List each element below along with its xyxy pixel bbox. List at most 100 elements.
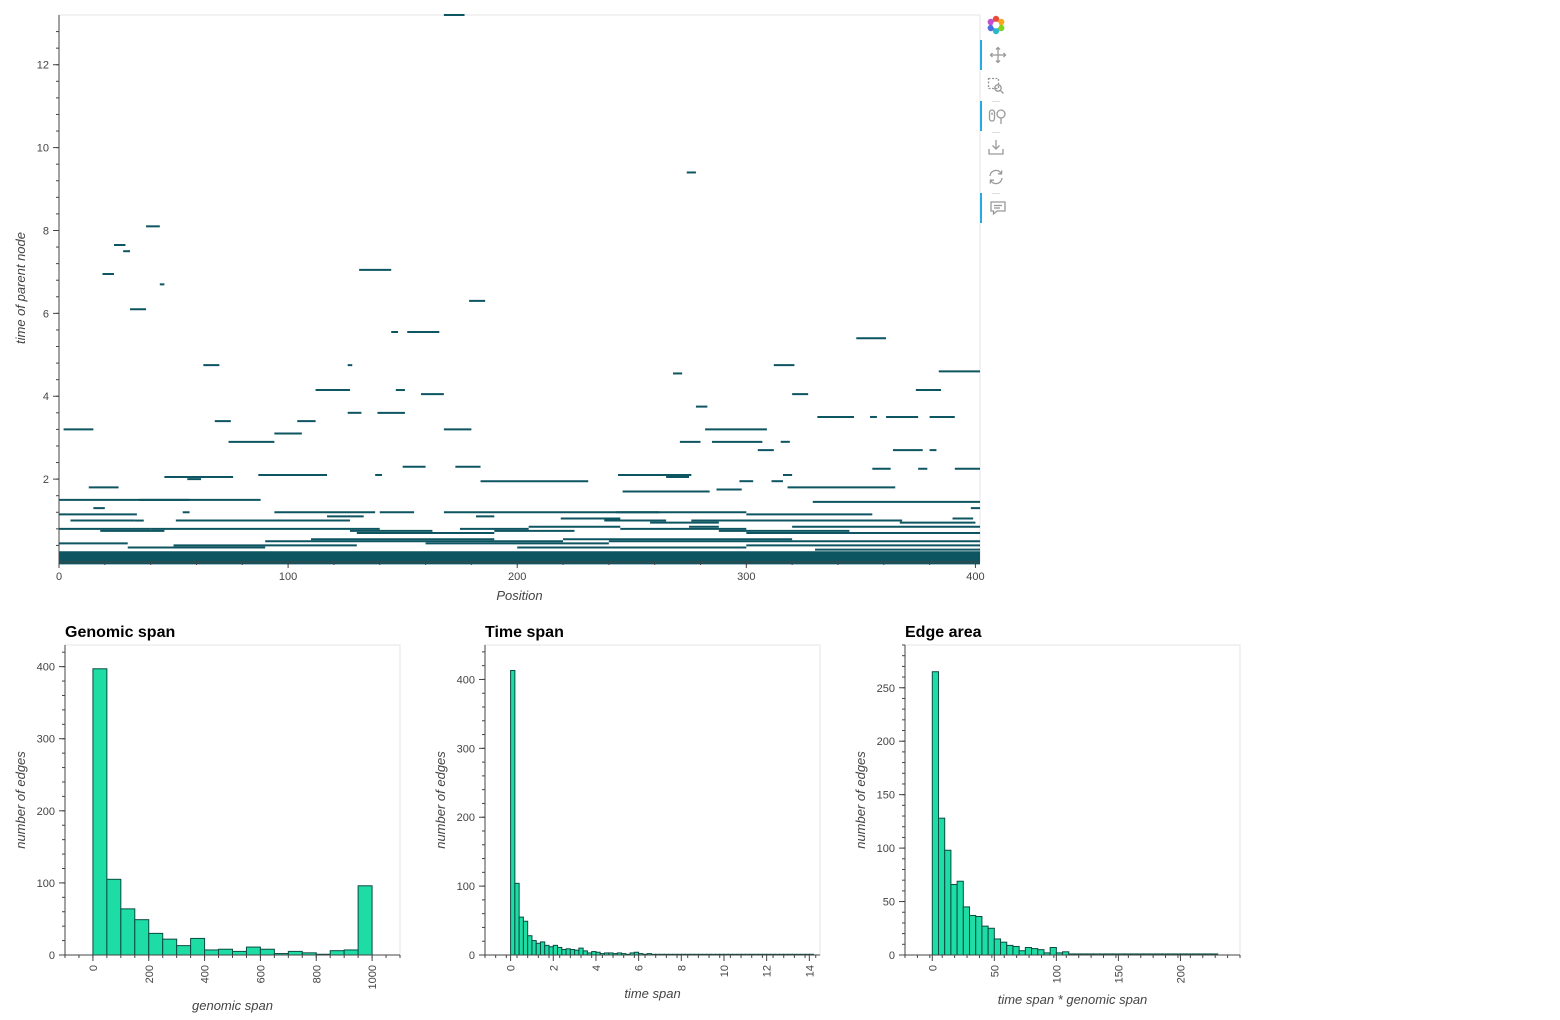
x-tick-label: 8	[676, 965, 688, 971]
reset-icon[interactable]	[980, 162, 1012, 192]
histogram-bar	[218, 948, 234, 956]
x-tick-label: 100	[1051, 965, 1063, 983]
toolbar-separator	[992, 101, 1000, 102]
histogram-bar	[514, 882, 520, 956]
histogram-bar	[548, 946, 554, 956]
y-tick-label: 200	[457, 812, 475, 824]
histogram-bar	[975, 916, 983, 956]
x-tick-label: 100	[279, 571, 297, 583]
histogram-bar	[204, 949, 220, 956]
histogram-bar	[162, 938, 178, 956]
pan-icon[interactable]	[980, 40, 1014, 70]
histogram-bar	[993, 938, 1002, 956]
x-tick-label: 0	[56, 571, 62, 583]
x-axis-label: time span * genomic span	[998, 992, 1148, 1007]
histogram-bar	[1031, 948, 1039, 956]
histogram-bar	[245, 946, 261, 956]
edge-area-histogram[interactable]: Edge area 0 50 100 150 200 0 50 100 150 200 250 t…	[853, 624, 1241, 1007]
histogram-bar	[569, 948, 576, 956]
y-tick-label: 0	[469, 950, 475, 962]
histogram-bar	[134, 919, 150, 956]
edge-segment-plot[interactable]: 0 100 200 300 400 2 4 6 8 10 12 Position time of …	[13, 14, 985, 603]
histogram-bar	[531, 940, 537, 956]
y-tick-label: 10	[37, 143, 49, 155]
x-tick-label: 200	[144, 965, 156, 983]
histogram-bar	[106, 878, 122, 956]
x-tick-label: 0	[88, 965, 100, 971]
histogram-bar	[535, 942, 541, 956]
histogram-bar	[232, 950, 247, 956]
y-tick-label: 300	[457, 743, 475, 755]
y-axis-label: number of edges	[13, 751, 28, 849]
x-tick-label: 200	[1175, 965, 1187, 983]
genomic-span-histogram[interactable]: Genomic span 0 200 400 600 800 1000 0 100 200 30…	[13, 624, 401, 1013]
bokeh-logo-icon[interactable]	[980, 10, 1012, 40]
x-tick-label: 10	[719, 965, 731, 977]
histogram-bar	[938, 817, 946, 956]
y-tick-label: 50	[883, 897, 895, 909]
histogram-bar	[518, 916, 524, 956]
y-axis-label: number of edges	[853, 751, 868, 849]
x-tick-label: 400	[200, 965, 212, 983]
x-axis-label: time span	[624, 986, 680, 1001]
histogram-bar	[343, 949, 359, 956]
histogram-bar	[1006, 944, 1014, 956]
y-tick-label: 12	[37, 60, 49, 72]
y-tick-label: 150	[877, 790, 895, 802]
toolbar-separator	[992, 193, 1000, 194]
x-tick-label: 600	[255, 965, 267, 983]
histogram-bar	[956, 880, 964, 956]
histogram-bar	[510, 669, 516, 956]
y-tick-label: 8	[43, 225, 49, 237]
histogram-bar	[120, 908, 136, 956]
time-span-histogram[interactable]: Time span 0 2 4 6 8 10 12 14 0 100 200 300 400 time…	[433, 624, 821, 1001]
x-tick-label: 6	[634, 965, 646, 971]
segment-layer	[59, 14, 980, 565]
y-tick-label: 200	[877, 736, 895, 748]
histogram-bar	[565, 948, 571, 956]
histogram-bar	[522, 920, 529, 956]
x-tick-label: 400	[966, 571, 984, 583]
histogram-bar	[981, 925, 989, 956]
histogram-bar	[931, 671, 940, 956]
histogram-bar	[1018, 950, 1026, 956]
histogram-bar	[1049, 947, 1057, 956]
y-tick-label: 6	[43, 308, 49, 320]
y-tick-label: 400	[37, 662, 55, 674]
histogram-bar	[574, 949, 580, 956]
histogram-bar	[527, 935, 533, 956]
y-tick-label: 250	[877, 683, 895, 695]
y-tick-label: 4	[43, 391, 49, 403]
x-tick-label: 12	[762, 965, 774, 977]
x-tick-label: 300	[737, 571, 755, 583]
box-zoom-icon[interactable]	[980, 71, 1012, 101]
hover-icon[interactable]	[980, 193, 1014, 223]
histogram-bar	[987, 927, 995, 956]
x-tick-label: 4	[591, 965, 603, 971]
chart-title: Time span	[485, 624, 564, 641]
histogram-bar	[962, 906, 971, 956]
histogram-bar	[561, 948, 567, 956]
histogram-bar	[539, 941, 546, 956]
save-icon[interactable]	[980, 132, 1012, 162]
y-tick-label: 100	[37, 878, 55, 890]
y-tick-label: 2	[43, 474, 49, 486]
y-tick-label: 400	[457, 674, 475, 686]
x-tick-label: 50	[989, 965, 1001, 977]
y-tick-label: 200	[37, 806, 55, 818]
y-tick-label: 0	[49, 950, 55, 962]
histogram-bar	[591, 951, 597, 956]
wheel-zoom-icon[interactable]	[980, 101, 1014, 131]
histogram-bar	[92, 668, 108, 956]
chart-title: Edge area	[905, 624, 982, 641]
x-tick-label: 14	[804, 965, 816, 977]
x-tick-label: 2	[548, 965, 560, 971]
histogram-bar	[190, 937, 206, 956]
y-axis-label: time of parent node	[13, 232, 28, 344]
y-tick-label: 100	[457, 881, 475, 893]
y-axis-label: number of edges	[433, 751, 448, 849]
histogram-bar	[552, 944, 559, 956]
histogram-bar	[578, 947, 584, 956]
histogram-bar	[1024, 947, 1033, 956]
